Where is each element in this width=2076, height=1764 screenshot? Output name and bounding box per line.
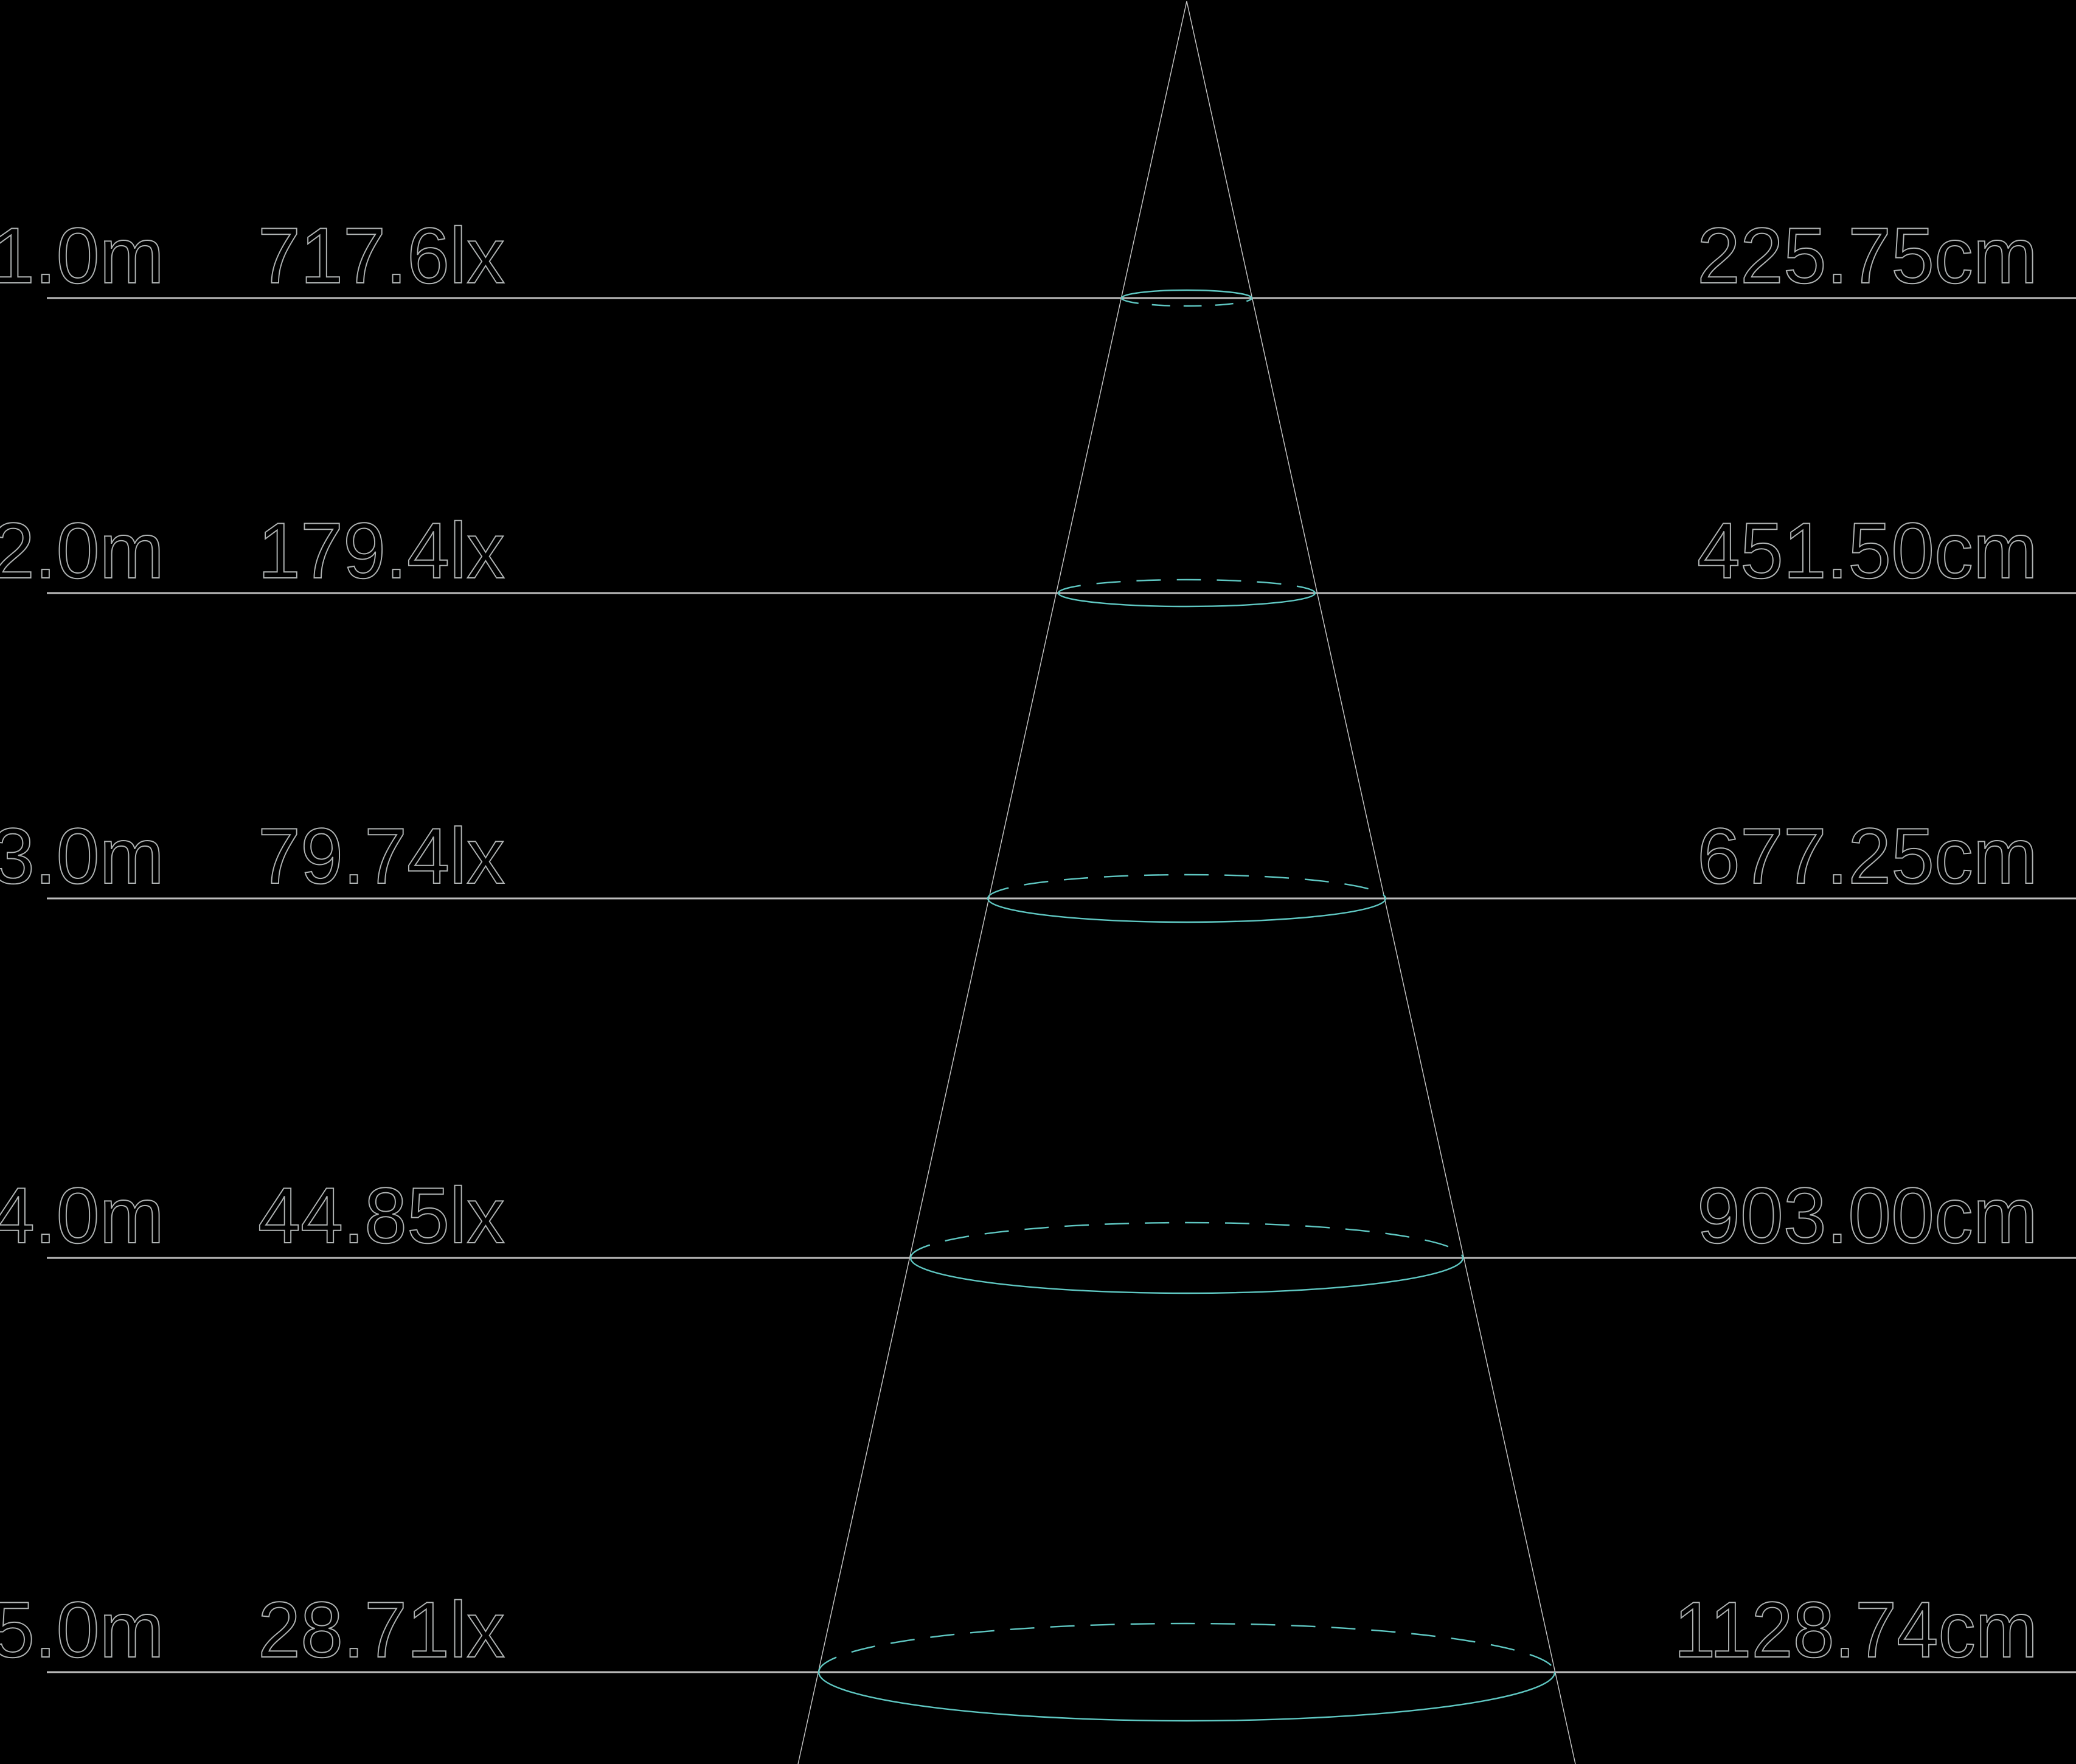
cone-left-edge — [797, 1, 1187, 1764]
illuminance-label-2m: 179.4lx — [258, 506, 505, 595]
distance-label-3m: 3.0m — [0, 811, 164, 900]
beam-ellipse-5m-back-arc — [818, 1622, 1556, 1673]
level-row-1m: 1.0m 717.6lx 225.75cm — [0, 210, 2076, 307]
diameter-label-5m: 1128.74cm — [1674, 1585, 2038, 1674]
diameter-label-4m: 903.00cm — [1697, 1171, 2038, 1260]
distance-label-5m: 5.0m — [0, 1585, 164, 1674]
diameter-label-3m: 677.25cm — [1697, 811, 2038, 900]
cone-right-edge — [1186, 1, 1576, 1764]
beam-ellipse-1m-back-arc — [1120, 289, 1253, 299]
beam-ellipse-5m-front-arc — [818, 1672, 1556, 1722]
beam-ellipse-1m-front-arc — [1120, 297, 1253, 307]
beam-ellipse-3m-back-arc — [987, 873, 1387, 899]
illuminance-label-3m: 79.74lx — [258, 811, 505, 900]
illuminance-label-1m: 717.6lx — [258, 211, 505, 300]
level-row-2m: 2.0m 179.4lx 451.50cm — [0, 505, 2076, 608]
diameter-label-1m: 225.75cm — [1697, 211, 2038, 300]
level-row-3m: 3.0m 79.74lx 677.25cm — [0, 811, 2076, 923]
beam-ellipse-4m-front-arc — [909, 1257, 1464, 1294]
level-row-4m: 4.0m 44.85lx 903.00cm — [0, 1170, 2076, 1294]
illuminance-label-4m: 44.85lx — [258, 1171, 505, 1260]
beam-ellipse-3m-front-arc — [987, 898, 1387, 923]
distance-label-2m: 2.0m — [0, 506, 164, 595]
level-row-5m: 5.0m 28.71lx 1128.74cm — [0, 1585, 2076, 1722]
light-cone — [797, 1, 1576, 1764]
distance-label-1m: 1.0m — [0, 211, 164, 300]
beam-ellipse-4m-back-arc — [909, 1221, 1464, 1259]
beam-ellipse-2m-back-arc — [1057, 578, 1316, 594]
beam-ellipse-2m-front-arc — [1057, 592, 1316, 608]
diameter-label-2m: 451.50cm — [1697, 506, 2038, 595]
distance-label-4m: 4.0m — [0, 1171, 164, 1260]
illuminance-label-5m: 28.71lx — [258, 1585, 505, 1674]
